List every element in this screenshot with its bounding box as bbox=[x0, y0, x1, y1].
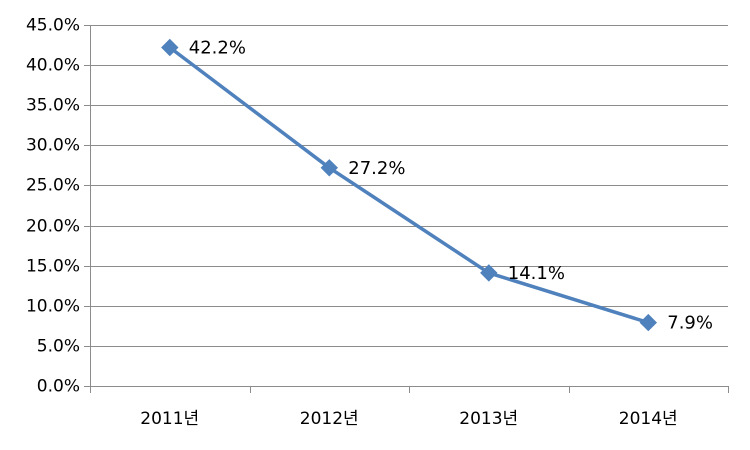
data-label-0: 42.2% bbox=[189, 37, 246, 58]
y-tick-label-9: 45.0% bbox=[26, 16, 80, 36]
data-point-1 bbox=[320, 159, 339, 177]
data-label-3: 7.9% bbox=[667, 313, 713, 334]
y-tick-label-7: 35.0% bbox=[26, 96, 80, 116]
x-tick-label-1: 2012년 bbox=[300, 409, 359, 429]
data-label-1: 27.2% bbox=[348, 158, 405, 179]
y-tick-label-6: 30.0% bbox=[26, 136, 80, 156]
y-tick-label-1: 5.0% bbox=[37, 337, 80, 357]
y-tick-label-2: 10.0% bbox=[26, 297, 80, 317]
data-series bbox=[161, 38, 658, 332]
data-point-0 bbox=[161, 38, 179, 57]
axes bbox=[84, 25, 729, 393]
y-tick-label-5: 25.0% bbox=[26, 176, 80, 196]
x-tick-label-2: 2013년 bbox=[459, 409, 518, 429]
y-tick-label-0: 0.0% bbox=[37, 377, 80, 397]
y-axis-tick-labels: 0.0% 5.0% 10.0% 15.0% 20.0% 25.0% 30.0% 35.0% 40… bbox=[26, 16, 80, 397]
data-label-2: 14.1% bbox=[508, 263, 565, 284]
data-point-2 bbox=[480, 264, 498, 282]
y-tick-label-4: 20.0% bbox=[26, 217, 80, 237]
x-tick-label-0: 2011년 bbox=[140, 409, 199, 429]
x-axis-tick-labels: 2011년 2012년 2013년 2014년 bbox=[140, 409, 677, 429]
series-line-0 bbox=[168, 45, 651, 325]
y-tick-label-3: 15.0% bbox=[26, 257, 80, 277]
x-tick-label-3: 2014년 bbox=[619, 409, 678, 429]
data-point-3 bbox=[639, 313, 658, 332]
data-labels: 42.2% 27.2% 14.1% 7.9% bbox=[189, 37, 713, 333]
y-tick-label-8: 40.0% bbox=[26, 56, 80, 76]
gridlines bbox=[90, 25, 728, 347]
